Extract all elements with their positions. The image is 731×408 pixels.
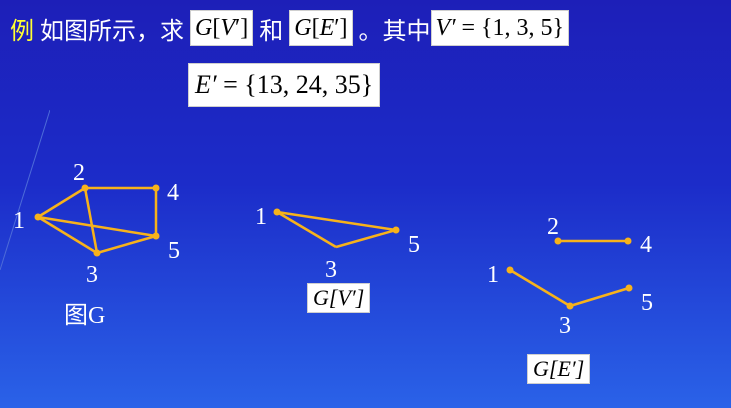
vertex-ge-4	[624, 237, 632, 245]
formula-g-v-prime: G[V ′]	[190, 10, 254, 46]
intro-text: 如图所示，求	[40, 18, 184, 45]
edge-g-2-3	[83, 187, 99, 254]
vertex-ge-5	[625, 284, 633, 292]
vertex-label-g-4: 4	[167, 180, 179, 206]
edge-g-3-5	[96, 234, 157, 255]
edge-g-1-5	[37, 215, 157, 238]
formula-e-prime-set: E′ = {13, 24, 35}	[188, 63, 381, 107]
vertex-label-ge-1: 1	[487, 262, 499, 288]
edge-gv-3-5	[335, 228, 397, 249]
formula-g-e-prime: G[E ′]	[289, 10, 353, 46]
vertex-ge-1	[506, 266, 514, 274]
formula-v-prime-set: V′ = {1, 3, 5}	[430, 10, 570, 46]
vertex-label-g-3: 3	[86, 262, 98, 288]
and-text: 和	[259, 18, 284, 45]
vertex-g-1	[34, 213, 42, 221]
vertex-label-ge-3: 3	[559, 313, 571, 339]
where-text: 。其中	[358, 18, 431, 45]
vertex-g-3	[93, 249, 101, 257]
vertex-g-5	[152, 232, 160, 240]
vertex-label-g-1: 1	[13, 208, 25, 234]
vertex-label-gv-3: 3	[325, 257, 337, 283]
vertex-label-g-2: 2	[73, 160, 85, 186]
vertex-label-ge-2: 2	[547, 214, 559, 240]
caption-graph-g-v-prime: G[V′]	[307, 283, 371, 313]
edge-g-1-2	[37, 186, 86, 219]
vertex-gv-5	[392, 226, 400, 234]
vertex-label-ge-5: 5	[641, 290, 653, 316]
caption-graph-g-e-prime: G[E′]	[527, 354, 591, 384]
edge-ge-3-5	[569, 286, 630, 308]
vertex-label-gv-5: 5	[408, 232, 420, 258]
vertex-ge-2	[554, 237, 562, 245]
vertex-label-gv-1: 1	[255, 204, 267, 230]
vertex-label-ge-4: 4	[640, 232, 652, 258]
edge-g-1-3	[37, 215, 98, 255]
edge-ge-1-3	[509, 268, 571, 308]
vertex-g-2	[81, 184, 89, 192]
decorative-diagonal-line	[0, 110, 50, 270]
vertex-ge-3	[566, 302, 574, 310]
caption-graph-g: 图G	[64, 303, 106, 329]
vertex-label-g-5: 5	[168, 238, 180, 264]
edge-gv-1-3	[276, 210, 337, 249]
example-label: 例	[10, 18, 34, 45]
problem-statement: 例 如图所示，求 G[V ′] 和 G[E ′] 。其中 V′ = {1, 3, 5…	[10, 8, 570, 48]
edge-gv-1-5	[276, 210, 397, 232]
vertex-gv-1	[273, 208, 281, 216]
vertex-g-4	[152, 184, 160, 192]
